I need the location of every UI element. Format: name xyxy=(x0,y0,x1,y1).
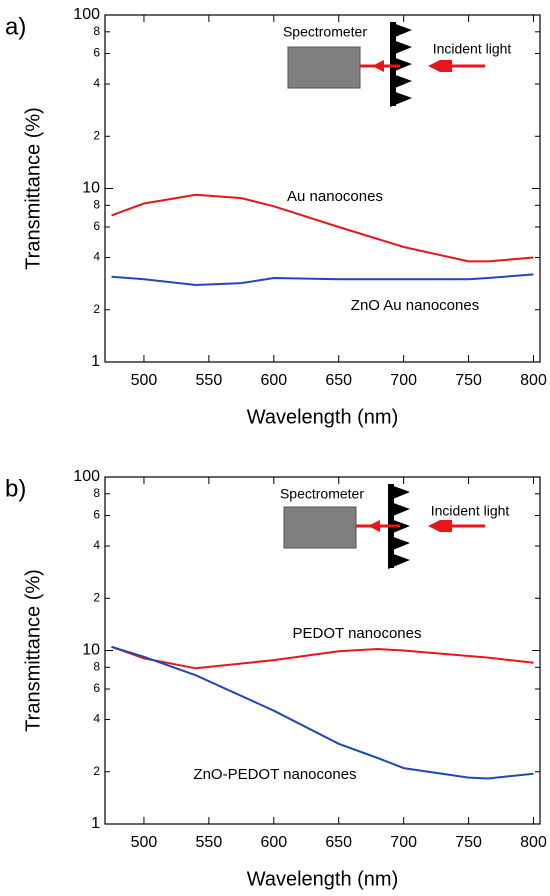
inset-label: Incident light xyxy=(433,41,512,57)
y-tick-label: 4 xyxy=(93,538,100,552)
arrow-head xyxy=(428,520,452,532)
arrow-head xyxy=(428,60,452,72)
arrow-head xyxy=(372,60,384,72)
y-tick-label: 6 xyxy=(93,681,100,695)
data-line xyxy=(111,645,534,670)
series-label: PEDOT nanocones xyxy=(293,625,422,642)
panel-label: b) xyxy=(5,475,26,502)
cone xyxy=(388,501,410,518)
x-tick-label: 700 xyxy=(390,372,417,389)
x-tick-label: 500 xyxy=(131,372,158,389)
x-axis-label: Wavelength (nm) xyxy=(247,406,399,428)
cone xyxy=(390,73,412,90)
cone xyxy=(390,56,412,73)
y-axis-label: Transmittance (%) xyxy=(22,107,44,270)
x-tick-label: 750 xyxy=(455,372,482,389)
inset-label: Incident light xyxy=(431,503,510,519)
x-tick-label: 550 xyxy=(196,372,223,389)
y-tick-label: 10 xyxy=(82,642,100,659)
y-tick-label: 4 xyxy=(93,76,100,90)
cone xyxy=(388,552,410,569)
y-tick-label: 10 xyxy=(82,180,100,197)
y-tick-label: 8 xyxy=(93,659,100,673)
cone xyxy=(390,39,412,56)
arrow-head xyxy=(368,520,380,532)
x-axis-label: Wavelength (nm) xyxy=(247,868,399,890)
x-tick-label: 800 xyxy=(520,372,547,389)
panel-label: a) xyxy=(5,13,26,40)
inset-label: Spectrometer xyxy=(283,24,367,40)
y-tick-label: 100 xyxy=(73,6,100,23)
y-axis-label: Transmittance (%) xyxy=(22,569,44,732)
cone xyxy=(388,535,410,552)
x-tick-label: 650 xyxy=(325,834,352,851)
data-line xyxy=(111,645,534,780)
y-tick-label: 6 xyxy=(93,219,100,233)
y-tick-label: 2 xyxy=(93,302,100,316)
data-line xyxy=(111,193,534,263)
x-tick-label: 650 xyxy=(325,372,352,389)
series-label: ZnO Au nanocones xyxy=(351,297,479,314)
y-tick-label: 4 xyxy=(93,712,100,726)
x-tick-label: 600 xyxy=(260,372,287,389)
cone xyxy=(390,90,412,107)
y-tick-label: 2 xyxy=(93,128,100,142)
x-tick-label: 600 xyxy=(260,834,287,851)
y-tick-label: 8 xyxy=(93,24,100,38)
cone xyxy=(390,22,412,39)
x-tick-label: 700 xyxy=(390,834,417,851)
series-label: Au nanocones xyxy=(287,188,383,205)
y-tick-label: 2 xyxy=(93,764,100,778)
x-tick-label: 800 xyxy=(520,834,547,851)
y-tick-label: 1 xyxy=(91,815,100,832)
y-tick-label: 6 xyxy=(93,46,100,60)
series-label: ZnO-PEDOT nanocones xyxy=(193,766,356,783)
x-tick-label: 550 xyxy=(196,834,223,851)
cone xyxy=(388,484,410,501)
y-tick-label: 6 xyxy=(93,508,100,522)
spectrometer-box xyxy=(283,506,357,549)
y-tick-label: 2 xyxy=(93,590,100,604)
x-tick-label: 500 xyxy=(131,834,158,851)
y-tick-label: 8 xyxy=(93,486,100,500)
y-tick-label: 100 xyxy=(73,468,100,485)
y-tick-label: 4 xyxy=(93,250,100,264)
data-line xyxy=(111,273,534,287)
spectrometer-box xyxy=(287,46,361,89)
y-tick-label: 1 xyxy=(91,353,100,370)
y-tick-label: 8 xyxy=(93,197,100,211)
x-tick-label: 750 xyxy=(455,834,482,851)
inset-label: Spectrometer xyxy=(280,486,364,502)
